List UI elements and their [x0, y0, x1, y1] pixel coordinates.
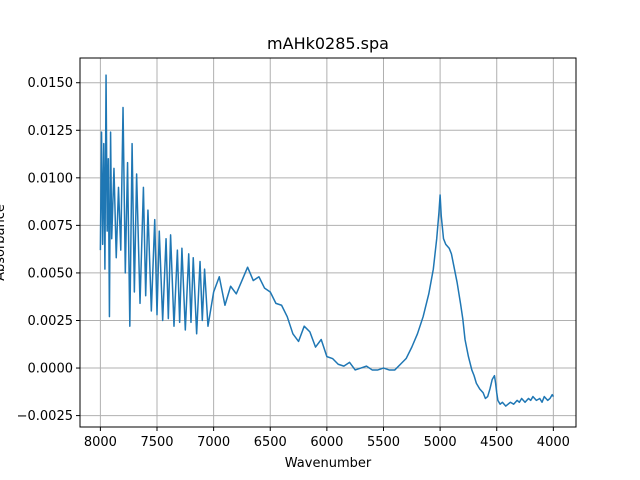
y-tick-label: 0.0000 — [28, 362, 74, 377]
y-tick-label: 0.0050 — [28, 266, 74, 281]
y-tick-label: −0.0025 — [17, 409, 73, 424]
x-tick-label: 8000 — [84, 435, 117, 450]
x-tick-label: 5500 — [367, 435, 400, 450]
y-axis-label: Absorbance — [0, 204, 8, 281]
x-axis-ticks: 8000 7500 7000 6500 6000 5500 5000 4500 4000 — [84, 427, 570, 450]
x-tick-label: 6500 — [254, 435, 287, 450]
x-tick-label: 7000 — [197, 435, 230, 450]
x-tick-label: 6000 — [310, 435, 343, 450]
y-axis-ticks: −0.0025 0.0000 0.0025 0.0050 0.0075 0.0100 0.0… — [17, 76, 80, 424]
y-tick-label: 0.0150 — [28, 76, 74, 91]
x-tick-label: 4000 — [537, 435, 570, 450]
y-tick-label: 0.0125 — [28, 124, 74, 139]
x-tick-label: 4500 — [480, 435, 513, 450]
x-axis-label: Wavenumber — [285, 456, 372, 471]
spectrum-line — [99, 74, 554, 407]
axes-frame — [79, 57, 577, 428]
y-tick-label: 0.0075 — [28, 219, 74, 234]
x-tick-label: 5000 — [424, 435, 457, 450]
plot-area — [99, 74, 554, 407]
y-tick-label: 0.0025 — [28, 314, 74, 329]
x-tick-label: 7500 — [140, 435, 173, 450]
y-tick-label: 0.0100 — [28, 171, 74, 186]
chart-title: mAHk0285.spa — [267, 34, 389, 53]
